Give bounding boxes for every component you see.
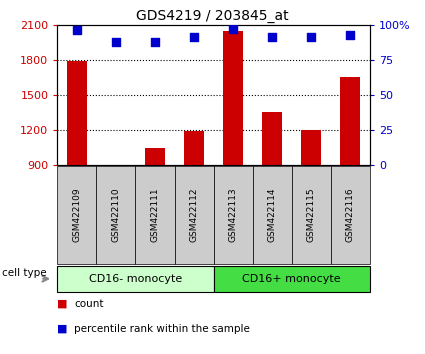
Text: GSM422110: GSM422110 bbox=[111, 188, 120, 242]
Text: ■: ■ bbox=[57, 324, 68, 334]
Bar bbox=[262, 112, 282, 165]
Text: GSM422109: GSM422109 bbox=[72, 188, 82, 242]
Point bbox=[308, 35, 314, 40]
Point bbox=[347, 32, 354, 38]
Point bbox=[269, 35, 275, 40]
Text: GSM422116: GSM422116 bbox=[346, 188, 355, 242]
Text: GSM422111: GSM422111 bbox=[150, 188, 159, 242]
Point bbox=[230, 26, 236, 32]
Text: GSM422114: GSM422114 bbox=[268, 188, 277, 242]
Bar bbox=[145, 148, 165, 165]
Bar bbox=[67, 61, 87, 165]
Text: count: count bbox=[74, 299, 104, 309]
Point bbox=[113, 39, 119, 44]
Text: GSM422115: GSM422115 bbox=[307, 188, 316, 242]
Point bbox=[152, 39, 159, 44]
Bar bbox=[106, 165, 126, 168]
Point bbox=[74, 28, 80, 33]
Text: CD16+ monocyte: CD16+ monocyte bbox=[242, 274, 341, 284]
Text: GDS4219 / 203845_at: GDS4219 / 203845_at bbox=[136, 9, 289, 23]
Bar bbox=[223, 30, 243, 165]
Text: ■: ■ bbox=[57, 299, 68, 309]
Text: cell type: cell type bbox=[2, 268, 47, 279]
Bar bbox=[301, 130, 321, 165]
Bar bbox=[340, 77, 360, 165]
Text: GSM422112: GSM422112 bbox=[190, 188, 198, 242]
Text: CD16- monocyte: CD16- monocyte bbox=[89, 274, 182, 284]
Text: GSM422113: GSM422113 bbox=[229, 188, 238, 242]
Point bbox=[191, 35, 198, 40]
Bar bbox=[184, 131, 204, 165]
Text: percentile rank within the sample: percentile rank within the sample bbox=[74, 324, 250, 334]
